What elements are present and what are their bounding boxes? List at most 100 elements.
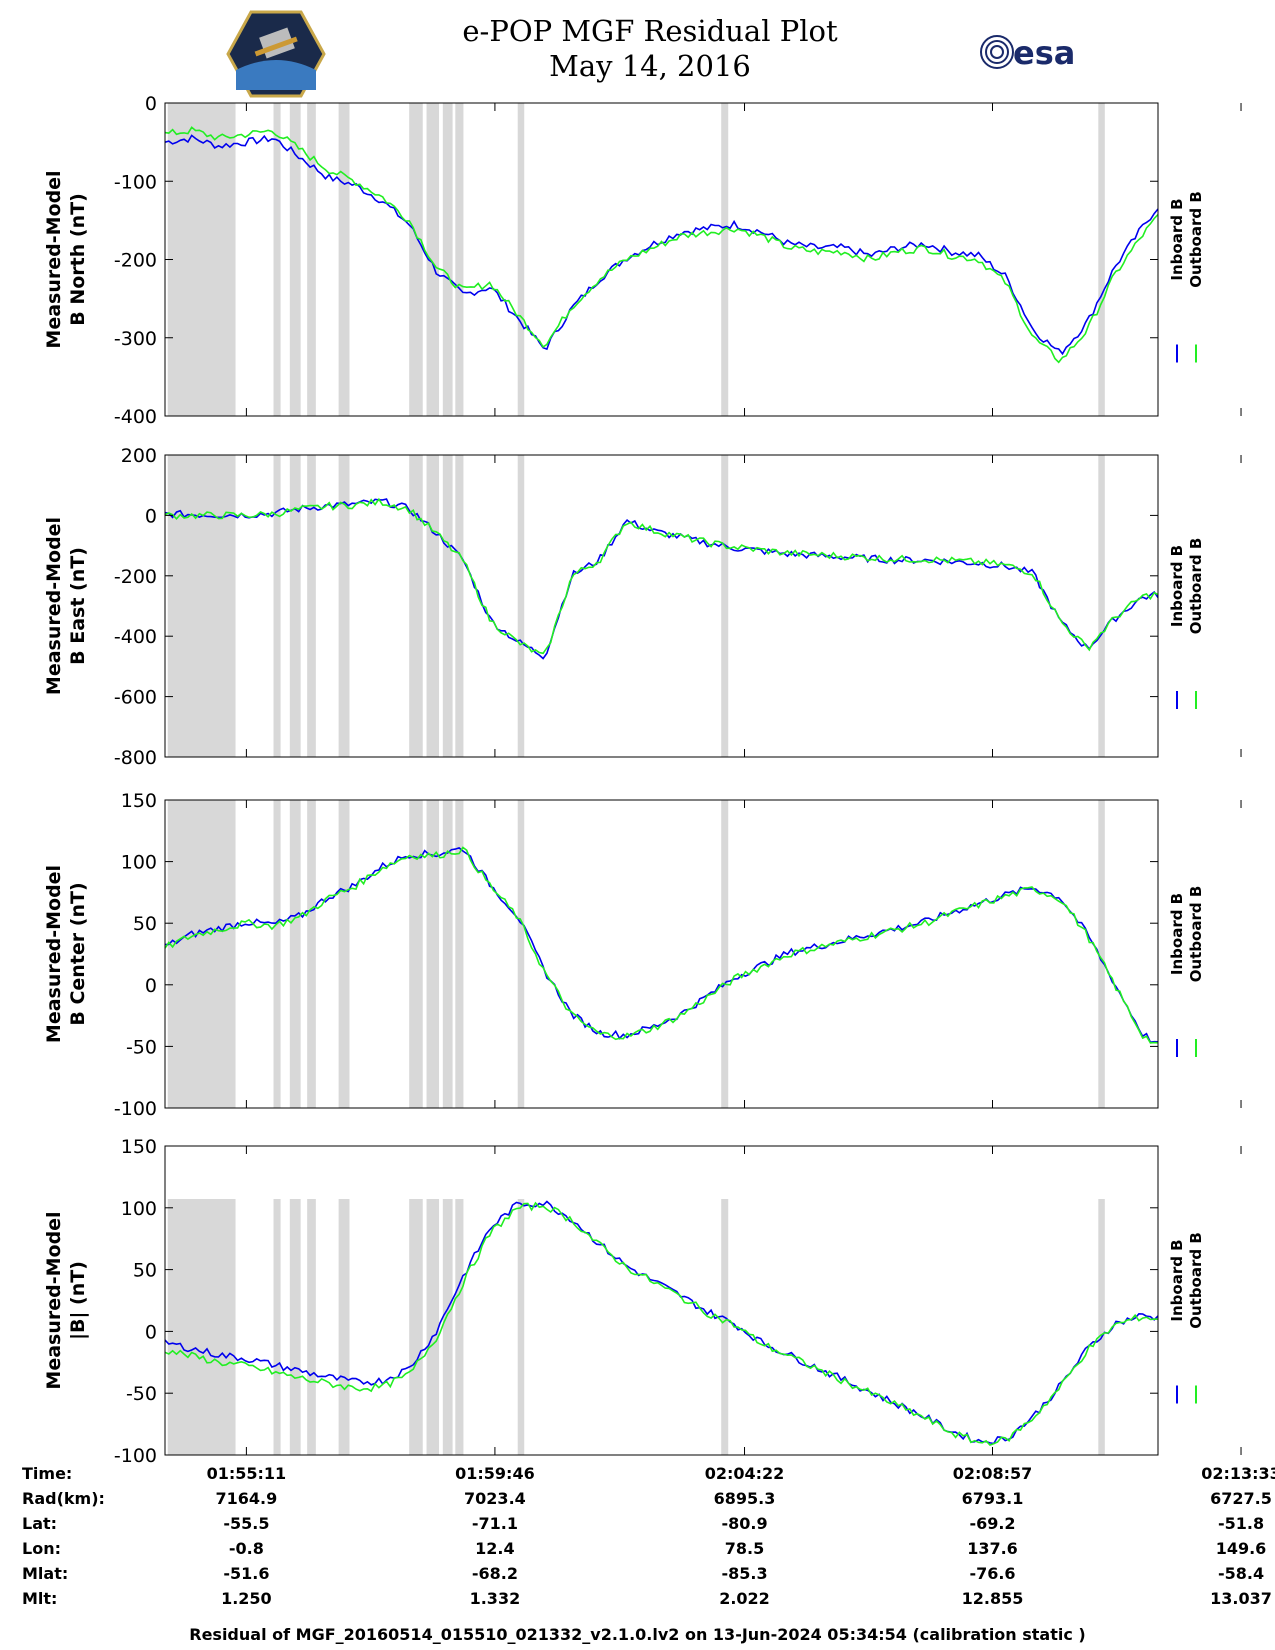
data-gap-band	[409, 1199, 423, 1455]
y-tick-label: 100	[121, 1198, 157, 1220]
plot-frame	[164, 1145, 1159, 1456]
orbit-info-table: Time: 01:55:11 01:59:46 02:04:22 02:08:57 02:…	[0, 1464, 1275, 1614]
y-tick-label: -50	[126, 1036, 157, 1058]
esa-logo: esa	[975, 30, 1095, 74]
info-row-label: Lon:	[22, 1539, 61, 1558]
legend-labels: Inboard BOutboard B	[1168, 886, 1205, 983]
info-row-label: Lat:	[22, 1514, 58, 1533]
data-gap-band	[307, 1199, 316, 1455]
info-row-value: 137.6	[967, 1539, 1018, 1558]
data-gap-band	[183, 800, 236, 1108]
info-row-value: 01:59:46	[455, 1464, 535, 1483]
y-tick-label: -400	[114, 626, 157, 648]
data-gap-band	[273, 103, 281, 416]
series-line-inboard	[164, 846, 1159, 1044]
info-row-label: Mlat:	[22, 1564, 69, 1583]
data-gap-band	[338, 800, 350, 1108]
y-axis-label: Measured-Model |B| (nT)	[43, 1211, 89, 1389]
data-gap-band	[1098, 1199, 1105, 1455]
panel-3: 150 100 50 0 -50 -100 Measured-Model B Center (…	[43, 790, 1242, 1120]
y-tick-label: -100	[114, 1445, 157, 1464]
data-gap-band	[442, 455, 453, 757]
series-line-inboard	[164, 497, 1159, 655]
y-tick-label: -50	[126, 1383, 157, 1405]
data-gap-band	[517, 103, 525, 416]
data-gap-band	[338, 455, 350, 757]
y-axis-label-line: B East (nT)	[67, 547, 89, 665]
legend-labels: Inboard BOutboard B	[1168, 538, 1205, 635]
data-gap-band	[289, 103, 301, 416]
y-axis-label-line: Measured-Model	[43, 1211, 65, 1389]
data-gap-band	[307, 800, 316, 1108]
data-gap-band	[289, 1199, 301, 1455]
y-axis-label: Measured-Model B East (nT)	[43, 517, 89, 695]
data-gap-band	[517, 1199, 525, 1455]
panel-2: 200 0 -200 -400 -600 -800 Measured-Model B East…	[43, 445, 1242, 769]
legend-labels: Inboard BOutboard B	[1168, 1232, 1205, 1329]
data-gap-band	[273, 455, 281, 757]
legend-entry: Inboard B	[1168, 1239, 1186, 1321]
y-axis-label-line: Measured-Model	[43, 517, 65, 695]
info-row-value: -71.1	[471, 1514, 518, 1533]
y-axis-label: Measured-Model B Center (nT)	[43, 865, 89, 1043]
footer-caption: Residual of MGF_20160514_015510_021332_v…	[189, 1625, 1086, 1644]
info-row-value: 6895.3	[713, 1489, 776, 1508]
data-gap-band	[1098, 455, 1105, 757]
info-row-value: -80.9	[721, 1514, 768, 1533]
data-gap-band	[426, 1199, 440, 1455]
info-row-value: 78.5	[724, 1539, 765, 1558]
info-row-value: -68.2	[471, 1564, 518, 1583]
legend-entry: Outboard B	[1187, 191, 1205, 288]
y-tick-label: 50	[133, 913, 157, 935]
panel-4: 150 100 50 0 -50 -100 Measured-Model |B| (nT) In…	[43, 1136, 1242, 1464]
info-row-value: 12.855	[961, 1589, 1024, 1608]
legend-entry: Inboard B	[1168, 893, 1186, 975]
y-axis-label-line: Measured-Model	[43, 170, 65, 348]
info-row-value: 13.037	[1210, 1589, 1272, 1608]
info-row-value: -76.6	[969, 1564, 1016, 1583]
y-tick-label: -200	[114, 250, 157, 272]
data-gap-band	[273, 1199, 281, 1455]
series-line-inboard	[164, 1201, 1159, 1447]
info-row-value: -58.4	[1217, 1564, 1265, 1583]
data-gap-band	[167, 800, 184, 1108]
data-gap-band	[517, 455, 525, 757]
data-gap-band	[1098, 103, 1105, 416]
info-row-value: 6793.1	[961, 1489, 1024, 1508]
data-gap-band	[273, 800, 281, 1108]
legend-entry: Outboard B	[1187, 538, 1205, 635]
info-row-value: 02:04:22	[704, 1464, 785, 1483]
y-tick-label: -100	[114, 171, 157, 193]
info-row-value: 02:13:33	[1201, 1464, 1275, 1483]
data-gap-band	[426, 800, 440, 1108]
data-gap-band	[307, 103, 316, 416]
legend-entry: Inboard B	[1168, 198, 1186, 280]
data-gap-band	[721, 800, 729, 1108]
y-tick-label: 0	[145, 505, 157, 527]
plot-title: e-POP MGF Residual Plot May 14, 2016	[400, 14, 900, 84]
y-tick-label: -800	[114, 747, 157, 769]
data-gap-band	[167, 455, 184, 757]
info-row-value: 01:55:11	[206, 1464, 287, 1483]
data-gap-band	[721, 1199, 729, 1455]
plot-frame	[164, 799, 1159, 1109]
plot-frame	[164, 454, 1159, 758]
legend-labels: Inboard BOutboard B	[1168, 191, 1205, 288]
info-row-value: 1.250	[221, 1589, 272, 1608]
info-row-value: 6727.5	[1210, 1489, 1272, 1508]
data-gap-band	[338, 103, 350, 416]
series-line-inboard	[164, 126, 1159, 364]
data-gap-band	[289, 455, 301, 757]
info-row-value: -69.2	[969, 1514, 1016, 1533]
data-gap-band	[517, 800, 525, 1108]
data-gap-band	[442, 800, 453, 1108]
data-gap-band	[409, 103, 423, 416]
series-line-outboard	[164, 134, 1159, 356]
title-line-1: e-POP MGF Residual Plot	[462, 14, 838, 48]
data-gap-band	[338, 1199, 350, 1455]
info-row-label: Rad(km):	[22, 1489, 105, 1508]
legend-entry: Outboard B	[1187, 886, 1205, 983]
info-row-value: 7023.4	[464, 1489, 526, 1508]
data-gap-band	[183, 1199, 236, 1455]
